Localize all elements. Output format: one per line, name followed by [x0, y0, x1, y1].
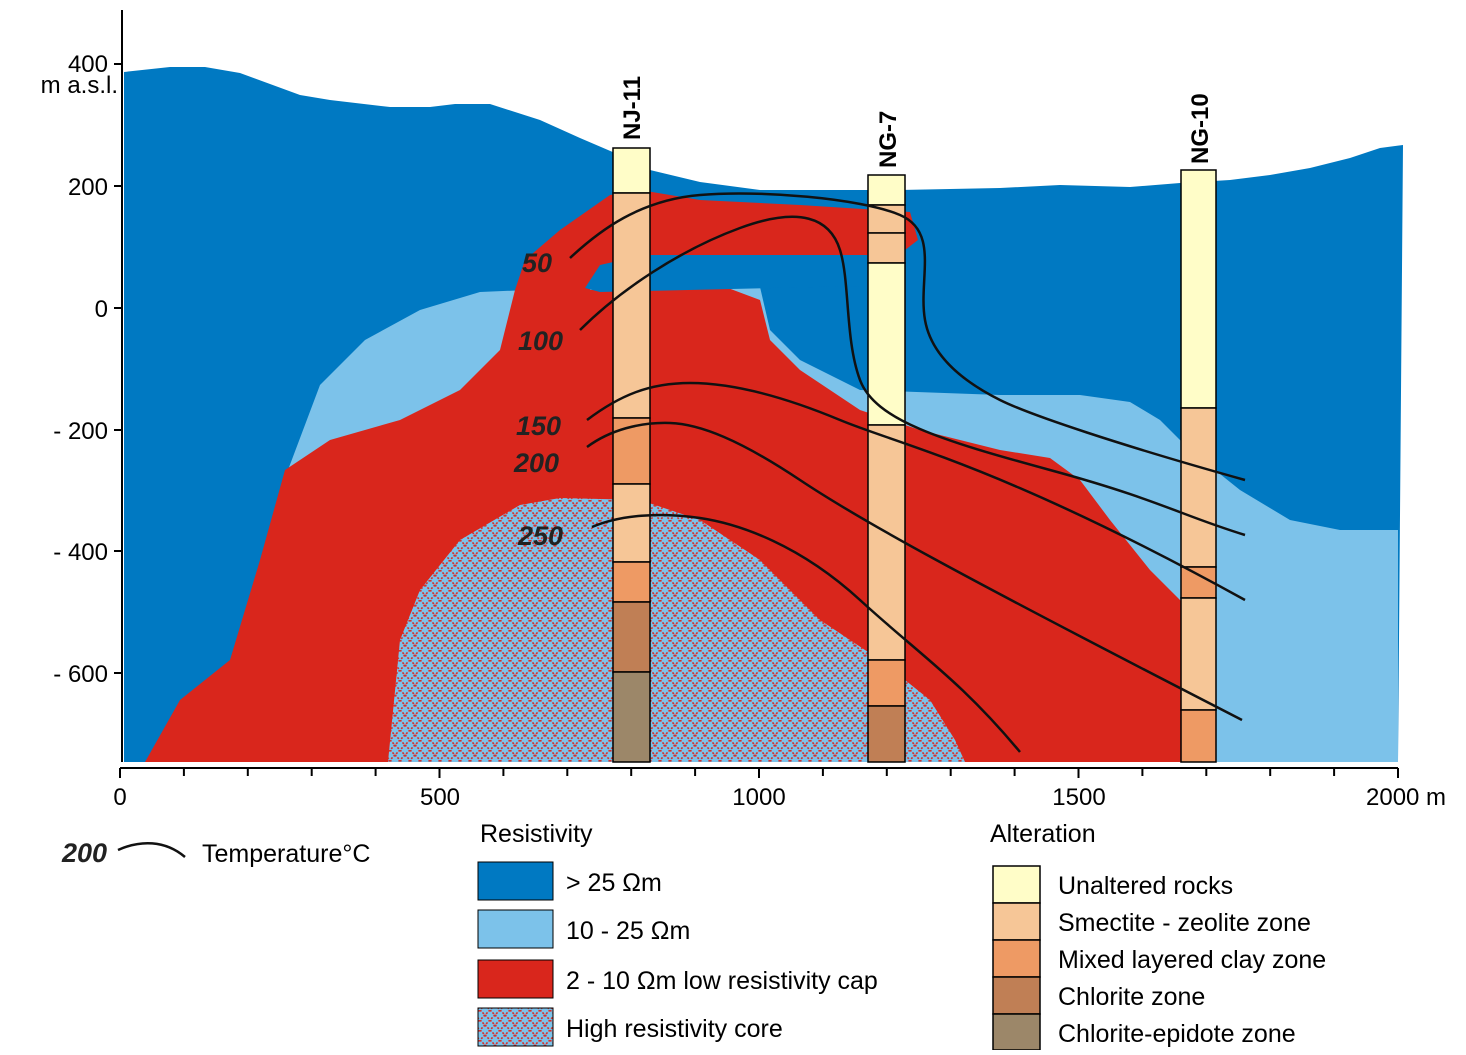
legend-label: Mixed layered clay zone — [1058, 946, 1326, 974]
legend-swatch — [993, 1014, 1040, 1050]
legend-swatch — [478, 910, 553, 948]
isotherm-label: 150 — [516, 411, 561, 441]
legend-label: Unaltered rocks — [1058, 872, 1233, 900]
legend-swatch — [478, 960, 553, 998]
x-tick-label: 1000 — [732, 784, 785, 811]
well-label: NG-7 — [875, 111, 902, 168]
y-ticks — [114, 64, 122, 673]
legend-label: 10 - 25 Ωm — [566, 917, 690, 945]
legend-line — [118, 843, 185, 857]
legend-swatch — [993, 977, 1040, 1014]
well-ng-7 — [868, 175, 905, 762]
legend-label: Smectite - zeolite zone — [1058, 909, 1311, 937]
y-tick-label: - 200 — [53, 418, 108, 445]
legend-swatch — [993, 866, 1040, 903]
legend: 200 Temperature°C Resistivity > 25 Ωm 10… — [61, 820, 1326, 1050]
y-tick-label: 200 — [68, 174, 108, 201]
x-tick-label: 1500 — [1052, 784, 1105, 811]
y-tick-label: 0 — [95, 296, 108, 323]
legend-swatch — [993, 903, 1040, 940]
isotherm-label: 100 — [518, 326, 563, 356]
legend-swatch — [478, 862, 553, 900]
well-label: NG-10 — [1187, 93, 1214, 164]
legend-title: Alteration — [990, 820, 1096, 848]
legend-swatch — [478, 1008, 553, 1046]
legend-swatch — [993, 940, 1040, 977]
y-tick-label: - 400 — [53, 539, 108, 566]
legend-label: > 25 Ωm — [566, 869, 662, 897]
well-label: NJ-11 — [619, 76, 646, 140]
isotherm-label: 200 — [513, 448, 559, 478]
legend-sample: 200 — [61, 838, 107, 868]
x-ticks — [120, 768, 1398, 778]
well-nj-11 — [613, 148, 650, 762]
x-tick-label: 0 — [113, 784, 126, 811]
legend-label: Chlorite zone — [1058, 983, 1205, 1011]
legend-label: 2 - 10 Ωm low resistivity cap — [566, 967, 878, 995]
y-tick-label: - 600 — [53, 661, 108, 688]
cross-section: NJ-11 NG-7 NG-10 50 100 150 200 250 400 … — [0, 0, 1466, 1050]
legend-label: Temperature°C — [202, 840, 370, 868]
legend-title: Resistivity — [480, 820, 593, 848]
legend-label: High resistivity core — [566, 1015, 783, 1043]
legend-label: Chlorite-epidote zone — [1058, 1020, 1296, 1048]
x-tick-label: 500 — [420, 784, 460, 811]
isotherm-label: 50 — [522, 248, 552, 278]
isotherm-label: 250 — [517, 521, 563, 551]
x-tick-label: 2000 m — [1366, 784, 1446, 811]
y-unit: m a.s.l. — [41, 72, 118, 99]
